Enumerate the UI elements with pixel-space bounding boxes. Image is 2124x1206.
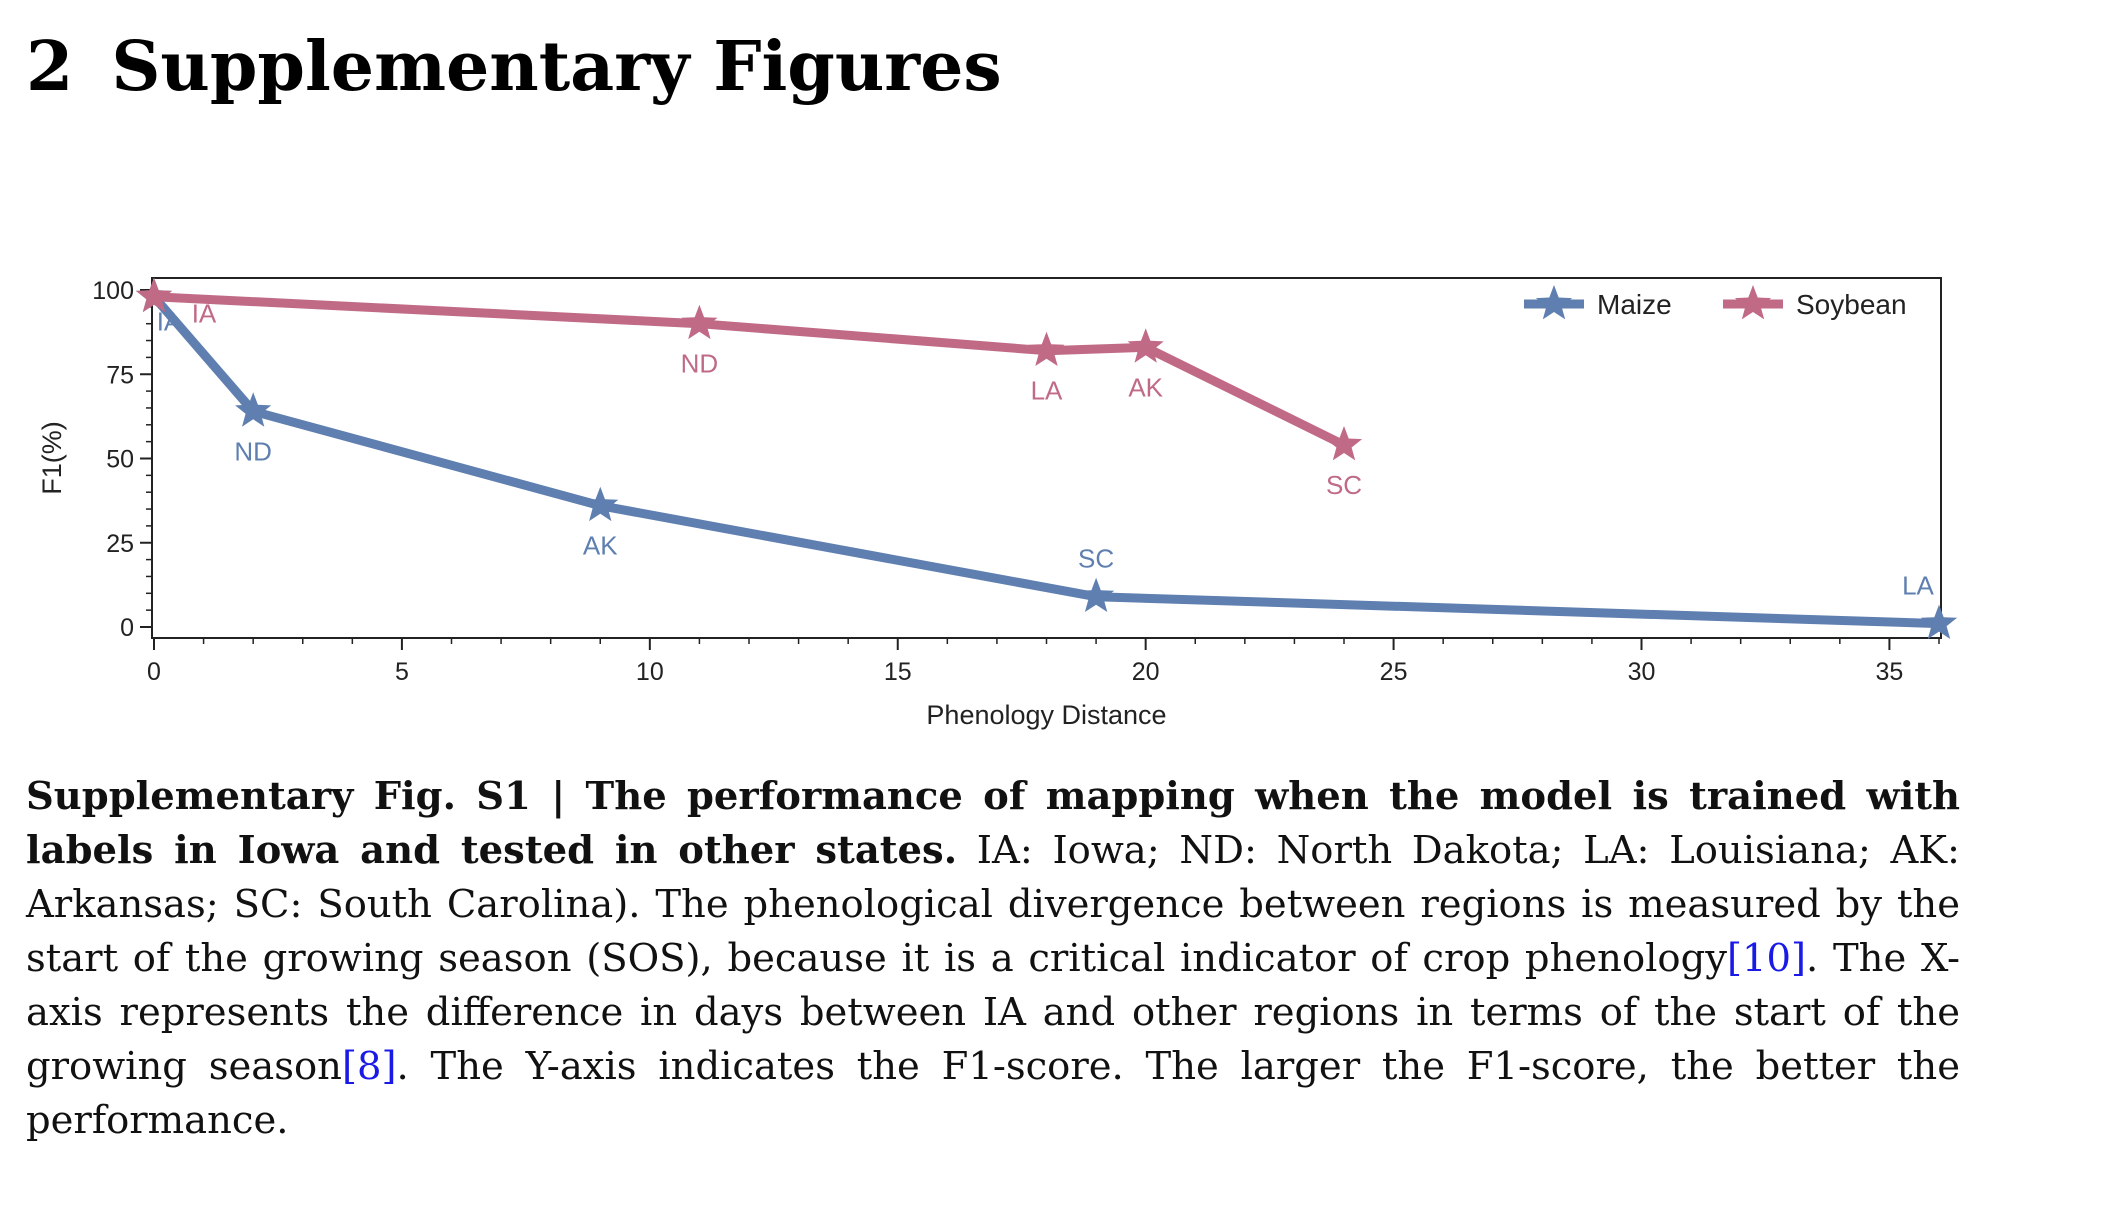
maize-point-la xyxy=(1920,604,1958,639)
figure-caption: Supplementary Fig. S1 | The performance … xyxy=(26,770,1960,1148)
section-number: 2 xyxy=(26,27,74,107)
legend-marker-soybean xyxy=(1734,285,1772,320)
y-tick-label: 75 xyxy=(106,361,134,389)
x-axis-label: Phenology Distance xyxy=(926,700,1166,730)
maize-point-label: IA xyxy=(157,307,182,337)
x-tick-label: 10 xyxy=(636,658,664,686)
section-title: Supplementary Figures xyxy=(111,27,1002,107)
x-tick-label: 20 xyxy=(1132,658,1160,686)
soybean-point-ak xyxy=(1127,328,1164,363)
maize-point-label: LA xyxy=(1902,571,1934,601)
soybean-line xyxy=(149,292,1349,450)
chart-series: IA ND AK SC LA IA ND LA AK SC xyxy=(135,277,1958,639)
maize-point-ak xyxy=(582,486,619,522)
x-tick-label: 35 xyxy=(1876,658,1904,686)
x-tick-label: 15 xyxy=(884,658,912,686)
legend-label-soybean: Soybean xyxy=(1796,289,1907,320)
section-heading: 2 Supplementary Figures xyxy=(26,22,1002,112)
maize-point-nd xyxy=(235,392,272,427)
x-tick-label: 5 xyxy=(395,658,409,686)
soybean-point-la xyxy=(1028,331,1065,366)
soybean-point-label: ND xyxy=(681,349,719,379)
soybean-point-sc xyxy=(1325,426,1363,461)
y-tick-label: 0 xyxy=(120,614,134,642)
soybean-point-label: SC xyxy=(1326,470,1362,500)
maize-point-sc xyxy=(1078,577,1115,612)
maize-point-label: ND xyxy=(234,436,272,466)
caption-text-2: . The X-axis represents the difference i… xyxy=(26,936,1960,1089)
y-tick-label: 25 xyxy=(106,530,134,558)
y-tick-label: 50 xyxy=(106,446,134,474)
soybean-point-label: LA xyxy=(1031,376,1063,406)
soybean-point-nd xyxy=(681,304,718,340)
maize-point-label: SC xyxy=(1078,544,1114,574)
soybean-point-label: IA xyxy=(192,299,217,329)
x-tick-label: 30 xyxy=(1628,658,1656,686)
citation-link-10[interactable]: [10] xyxy=(1727,936,1807,981)
caption-text-1: IA: Iowa; ND: North Dakota; LA: Louisian… xyxy=(26,828,1960,981)
y-axis-label: F1(%) xyxy=(37,421,67,495)
x-tick-label: 0 xyxy=(147,658,161,686)
chart-legend: Maize Soybean xyxy=(1524,285,1907,320)
soybean-series: IA ND LA AK SC xyxy=(135,277,1363,500)
legend-label-maize: Maize xyxy=(1597,289,1672,320)
legend-marker-maize xyxy=(1535,285,1573,320)
soybean-point-ia xyxy=(135,277,173,313)
maize-series: IA ND AK SC LA xyxy=(135,277,1958,639)
citation-link-8[interactable]: [8] xyxy=(341,1044,397,1089)
phenology-line-chart: 0 25 50 75 100 0 5 10 15 20 25 30 35 Phenology Distan… xyxy=(37,277,1958,730)
maize-point-label: AK xyxy=(583,531,618,561)
soybean-point-label: AK xyxy=(1128,372,1163,402)
x-tick-label: 25 xyxy=(1380,658,1408,686)
caption-text-3: . The Y-axis indicates the F1-score. The… xyxy=(26,1044,1960,1143)
caption-title: Supplementary Fig. S1 | The performance … xyxy=(26,774,1960,873)
y-tick-label: 100 xyxy=(92,277,134,305)
